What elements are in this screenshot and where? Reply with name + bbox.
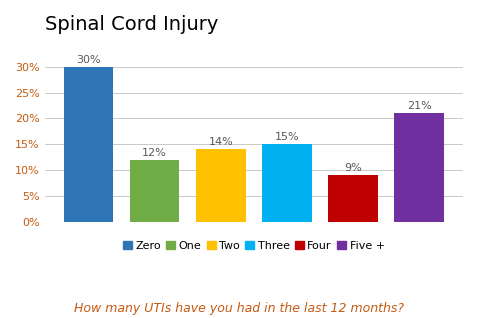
Text: Spinal Cord Injury: Spinal Cord Injury xyxy=(44,15,218,34)
Text: 14%: 14% xyxy=(208,137,233,147)
Text: 30%: 30% xyxy=(76,55,101,65)
Bar xyxy=(394,113,444,222)
Bar xyxy=(130,160,179,222)
Legend: Zero, One, Two, Three, Four, Five +: Zero, One, Two, Three, Four, Five + xyxy=(119,236,389,255)
Text: 12%: 12% xyxy=(142,148,167,158)
Bar xyxy=(262,144,312,222)
Bar xyxy=(64,67,113,222)
Bar xyxy=(196,149,246,222)
Text: 15%: 15% xyxy=(274,132,299,142)
Bar xyxy=(328,175,378,222)
Text: How many UTIs have you had in the last 12 months?: How many UTIs have you had in the last 1… xyxy=(74,302,404,315)
Text: 9%: 9% xyxy=(344,163,362,173)
Text: 21%: 21% xyxy=(407,101,432,111)
